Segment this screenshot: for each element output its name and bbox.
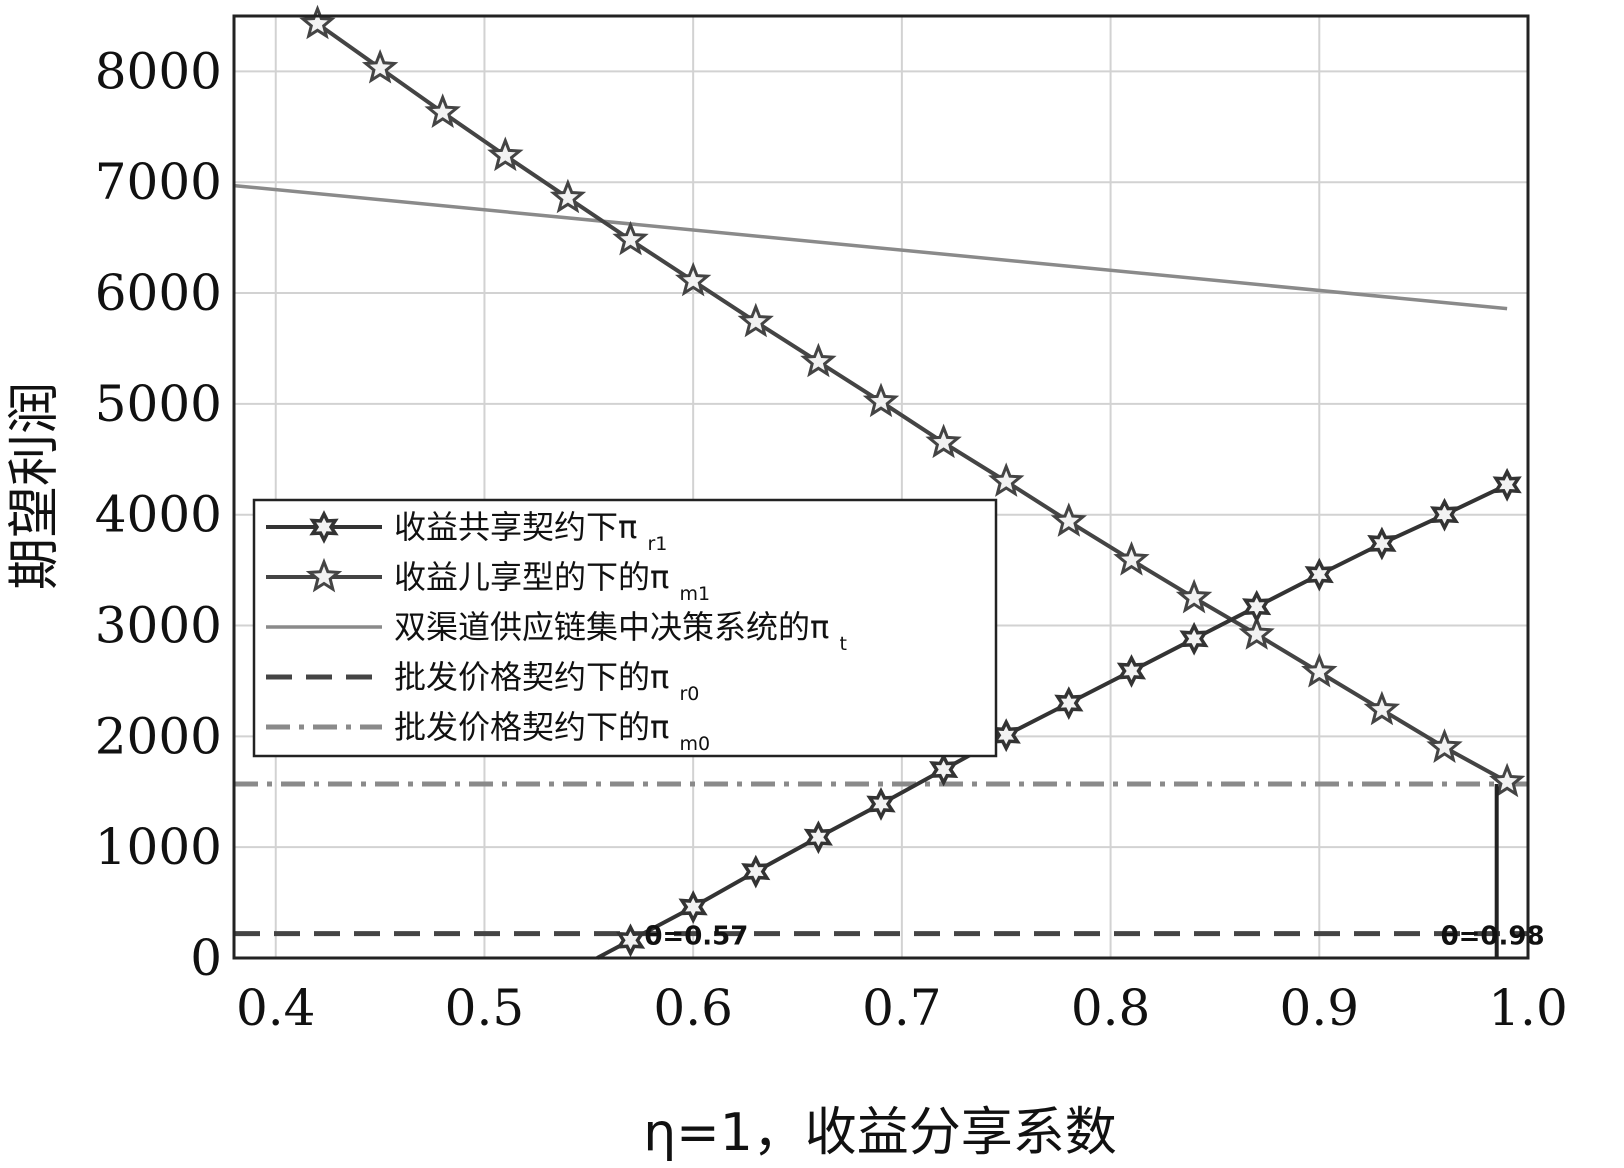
data-point-m1 [675,261,712,297]
data-point-m1 [1489,762,1526,798]
x-tick-label: 0.8 [1071,979,1151,1037]
data-point-r1 [1242,589,1272,624]
y-tick-label: 7000 [95,153,222,211]
data-point-m1 [925,423,962,459]
data-point-m1 [1426,728,1463,763]
series-r1 [596,467,1522,960]
data-point-m1 [1113,540,1150,576]
data-point-m1 [424,93,461,128]
data-point-r1 [1304,557,1334,592]
series-m1 [299,4,1526,798]
data-point-r1 [1116,654,1147,688]
series-layer [233,4,1528,960]
x-tick-label: 0.5 [445,979,525,1037]
y-tick-label: 5000 [95,375,222,433]
data-point-r1 [866,787,896,821]
data-point-m1 [737,302,774,338]
legend-subscript: t [839,633,846,655]
x-tick-label: 1.0 [1488,979,1568,1037]
data-point-r1 [1054,686,1084,720]
y-tick-label: 4000 [95,486,222,544]
series-t [233,183,1508,311]
y-tick-label: 1000 [95,818,222,876]
data-point-r1 [1179,621,1209,656]
data-point-m1 [1363,690,1401,726]
data-point-r1 [991,718,1021,753]
x-axis-title: η=1，收益分享系数 [643,1103,1117,1163]
y-tick-label: 0 [190,929,222,987]
data-point-r1 [803,820,833,855]
y-tick-labels: 0 1000 2000 3000 4000 5000 6000 7000 8000 [95,42,222,987]
data-point-m1 [299,4,336,40]
legend-subscript: r0 [679,683,699,705]
y-axis-title: 期望利润 [5,382,65,590]
y-tick-label: 3000 [95,597,222,655]
data-point-r1 [615,923,646,958]
x-tick-labels: 0.4 0.5 0.6 0.7 0.8 0.9 1.0 [236,979,1568,1037]
legend-subscript: r1 [647,533,667,555]
y-tick-label: 2000 [95,707,222,765]
data-point-m1 [1175,578,1213,614]
data-point-r1 [678,890,708,924]
x-tick-label: 0.7 [862,979,942,1037]
data-point-m1 [1238,615,1275,650]
data-point-r1 [1429,497,1460,532]
data-point-m1 [361,48,399,84]
x-tick-label: 0.9 [1280,979,1360,1037]
data-point-m1 [612,220,649,256]
data-point-r1 [1367,526,1397,561]
annotation-label: θ=0.57 [645,921,749,951]
plot-frame [232,14,1530,960]
data-point-r1 [1492,467,1522,502]
legend-subscript: m1 [679,583,710,605]
series-line-t [233,183,1508,311]
data-point-r1 [741,854,771,889]
x-tick-label: 0.6 [653,979,733,1037]
data-point-r1 [929,752,959,787]
data-point-m1 [988,462,1025,497]
legend-marker-m1 [305,557,343,593]
y-tick-label: 8000 [95,42,222,100]
data-point-m1 [800,342,837,378]
data-point-m1 [862,382,900,418]
data-point-m1 [487,136,524,172]
x-tick-label: 0.4 [236,979,316,1037]
legend-marker-r1 [309,510,339,544]
legend-subscript: m0 [679,733,710,755]
data-point-m1 [1050,502,1087,537]
y-tick-label: 6000 [95,264,222,322]
data-point-m1 [549,178,587,214]
data-point-m1 [1301,652,1338,688]
